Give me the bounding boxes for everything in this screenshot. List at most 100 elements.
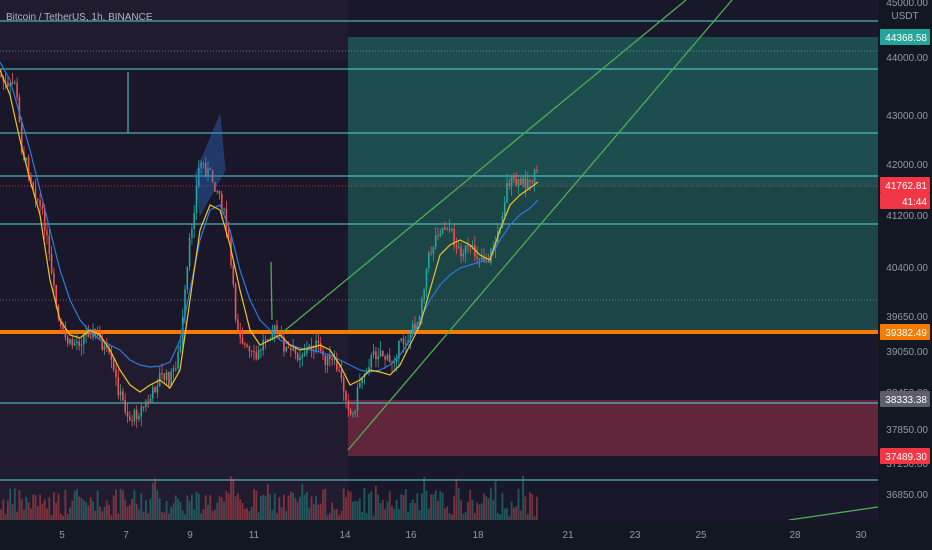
volume-bar	[96, 490, 99, 520]
volume-bar	[147, 513, 150, 520]
candle	[168, 371, 170, 390]
volume-bar	[411, 499, 414, 520]
volume-bar	[494, 481, 497, 520]
volume-bar	[377, 494, 380, 520]
candle	[453, 223, 455, 251]
price-tick: 36850.00	[886, 490, 928, 501]
volume-bar	[301, 484, 304, 520]
volume-bar	[4, 513, 7, 520]
candle	[214, 182, 216, 193]
volume-bar	[232, 478, 235, 520]
volume-bar	[365, 513, 368, 520]
time-axis[interactable]	[0, 520, 932, 550]
volume-bar	[94, 510, 97, 520]
volume-bar	[145, 500, 147, 520]
volume-bar	[296, 501, 299, 520]
volume-bar	[499, 514, 501, 520]
price-badge: 44368.58	[880, 29, 930, 45]
price-badge: 41762.81	[880, 177, 930, 193]
volume-bar	[294, 498, 297, 520]
candle	[301, 352, 304, 367]
candle	[299, 349, 301, 368]
price-axis[interactable]	[878, 0, 932, 520]
price-badge: 38333.38	[880, 391, 930, 407]
candle	[37, 198, 39, 204]
volume-bar	[473, 513, 476, 520]
candle	[340, 361, 343, 383]
volume-bar	[402, 495, 405, 520]
candle	[223, 207, 225, 214]
candle	[129, 411, 131, 422]
volume-bar	[239, 499, 242, 520]
candle	[455, 237, 458, 255]
volume-bar	[271, 510, 274, 520]
price-badge: 41:44	[880, 193, 930, 209]
candle	[175, 361, 177, 372]
candle	[202, 162, 205, 169]
volume-bar	[181, 510, 184, 520]
volume-bar	[352, 501, 354, 520]
candle	[448, 219, 451, 234]
volume-bar	[439, 490, 442, 520]
volume-bar	[319, 503, 322, 520]
candle	[112, 356, 115, 373]
volume-bar	[218, 496, 221, 520]
volume-bar	[41, 503, 44, 520]
volume-bar	[407, 511, 409, 520]
volume-bar	[80, 498, 83, 520]
candle	[460, 243, 462, 264]
volume-bar	[138, 509, 140, 520]
candle	[96, 326, 99, 339]
volume-bar	[177, 498, 179, 520]
candle	[165, 369, 168, 386]
candle	[204, 157, 207, 178]
volume-bar	[345, 497, 347, 520]
volume-bar	[214, 509, 216, 520]
volume-bar	[513, 507, 515, 520]
candle	[234, 282, 237, 323]
volume-bar	[531, 494, 534, 520]
candle	[336, 352, 338, 373]
volume-bar	[340, 511, 343, 520]
candle	[99, 325, 101, 341]
candle	[76, 332, 78, 350]
volume-bar	[273, 493, 276, 520]
volume-bar	[510, 501, 513, 520]
candle	[345, 390, 347, 408]
volume-bar	[262, 494, 265, 520]
volume-bar	[508, 515, 511, 520]
candle	[342, 375, 345, 402]
volume-bar	[423, 476, 426, 520]
candle	[526, 171, 529, 191]
bull-flag-shape	[194, 114, 226, 217]
candle	[216, 189, 218, 195]
candle	[188, 232, 191, 272]
candle	[16, 77, 18, 101]
rising-channel[interactable]	[282, 0, 879, 521]
candle	[474, 236, 476, 262]
candle	[195, 177, 198, 220]
moving-average-slow	[0, 61, 539, 373]
currency-label: USDT	[891, 11, 918, 22]
candle	[347, 394, 350, 418]
volume-bar	[485, 495, 488, 520]
candle	[517, 178, 520, 195]
time-axis-labels: 5 7 9 11 14 16 18 21 23 25 28 30	[59, 530, 867, 541]
volume-bar	[85, 501, 87, 520]
volume-bar	[170, 506, 173, 520]
candle	[439, 228, 442, 238]
volume-bar	[158, 498, 161, 520]
candle	[110, 345, 113, 369]
volume-bar	[446, 506, 449, 520]
volume-bar	[142, 511, 145, 520]
candle	[227, 221, 230, 241]
volume-bar	[154, 478, 156, 520]
volume-bar	[48, 497, 51, 520]
target-zone-upper	[348, 37, 878, 187]
svg-text:37489.30: 37489.30	[885, 452, 927, 463]
volume-bar	[381, 499, 384, 520]
volume-bar	[260, 496, 262, 520]
volume-bar	[416, 493, 419, 520]
candle	[253, 344, 255, 361]
